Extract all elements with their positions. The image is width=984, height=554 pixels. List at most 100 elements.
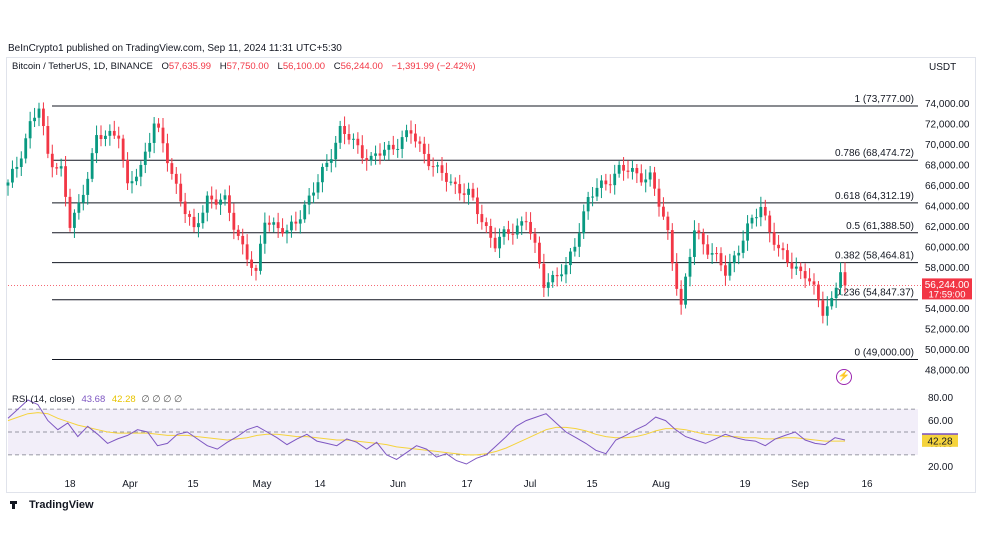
candle <box>112 120 116 140</box>
candle <box>445 162 448 192</box>
candle-body <box>701 232 705 245</box>
low-label: L <box>277 61 283 72</box>
candle-body <box>241 235 245 245</box>
candle-body <box>303 204 307 220</box>
candle-body <box>232 212 236 230</box>
time-tick-label: 19 <box>739 479 751 490</box>
candle <box>520 216 524 236</box>
candle-body <box>480 214 484 223</box>
candle <box>378 143 382 165</box>
candle-body <box>250 259 253 268</box>
candle-body <box>108 130 112 136</box>
candle <box>174 167 178 194</box>
candle-body <box>245 244 249 260</box>
open-value: 57,635.99 <box>168 61 212 72</box>
candle <box>219 193 222 215</box>
candle-body <box>821 300 825 316</box>
candle <box>24 133 28 164</box>
candle-body <box>684 276 687 305</box>
candle-body <box>515 225 519 235</box>
candle <box>365 149 369 171</box>
candle-body <box>467 188 470 195</box>
candle-body <box>657 188 661 207</box>
candle <box>334 135 338 168</box>
candle <box>480 204 484 230</box>
candle <box>329 149 333 173</box>
time-tick-label: 17 <box>461 479 473 490</box>
candle-body <box>201 212 205 224</box>
candle-body <box>276 222 280 229</box>
candle-body <box>520 221 524 226</box>
price-axis[interactable]: 74,000.00 72,000.00 70,000.00 68,000.00 66,0… <box>925 99 970 376</box>
candle-body <box>803 271 807 279</box>
candle-body <box>161 127 165 144</box>
candle-body <box>471 188 475 198</box>
candle-body <box>755 217 758 219</box>
candle <box>37 102 41 127</box>
tradingview-icon <box>10 500 24 510</box>
candle-body <box>99 135 103 140</box>
candle <box>484 217 488 233</box>
price-tick-label: 72,000.00 <box>925 120 970 131</box>
candle <box>639 164 643 186</box>
candle-body <box>139 164 143 177</box>
price-tick-label: 70,000.00 <box>925 140 970 151</box>
candle-body <box>236 229 240 236</box>
candle <box>808 268 811 286</box>
candle <box>396 138 400 158</box>
candle <box>139 161 143 187</box>
candle-body <box>728 263 732 276</box>
time-axis[interactable]: 18 Apr 15 May 14 Jun 17 Jul 15 Aug 19 Sep 16 <box>64 479 873 490</box>
price-tick-label: 66,000.00 <box>925 181 970 192</box>
candle-body <box>135 176 138 182</box>
candle <box>502 226 506 245</box>
candle-body <box>555 274 559 277</box>
candle <box>347 124 351 145</box>
candle <box>166 133 169 172</box>
candle <box>670 223 674 271</box>
candle-body <box>843 272 847 286</box>
candle-body <box>152 123 156 143</box>
candle-body <box>746 223 749 241</box>
candle-body <box>431 166 435 168</box>
candle-body <box>179 183 183 202</box>
candle-body <box>529 221 532 234</box>
candle-body <box>414 133 417 142</box>
rsi-title[interactable]: RSI (14, close) <box>12 394 75 405</box>
candle <box>803 263 807 288</box>
candle-body <box>347 133 351 140</box>
candle <box>223 189 227 206</box>
candle <box>205 191 209 222</box>
candle <box>352 133 355 149</box>
candle <box>59 158 63 177</box>
rsi-ma-value-tag-bg <box>922 434 958 447</box>
fibonacci-retracement[interactable]: 1 (73,777.00) 0.786 (68,474.72) 0.618 (64,… <box>8 94 922 361</box>
candle-body <box>391 144 395 150</box>
candle <box>356 132 360 154</box>
candle <box>768 210 772 243</box>
bolt-icon[interactable]: ⚡ <box>836 369 852 385</box>
symbol-label[interactable]: Bitcoin / TetherUS, 1D, BINANCE <box>12 61 153 72</box>
candle <box>493 227 497 253</box>
candle <box>821 291 825 324</box>
candle <box>834 282 838 308</box>
candle-body <box>285 230 289 234</box>
candle <box>679 280 683 315</box>
candle <box>772 222 776 251</box>
fib-label: 0 (49,000.00) <box>855 348 915 359</box>
candle-body <box>422 143 426 154</box>
candle <box>152 117 156 154</box>
candle <box>436 161 439 174</box>
candle-body <box>635 167 639 174</box>
candle-body <box>582 211 586 234</box>
candle <box>595 178 599 202</box>
candle <box>369 152 373 166</box>
candle-body <box>546 282 550 288</box>
candle-body <box>298 219 302 224</box>
open-label: O <box>161 61 169 72</box>
price-tick-label: 58,000.00 <box>925 263 970 274</box>
candle <box>360 135 364 164</box>
rsi-tick-label: 80.00 <box>928 393 953 404</box>
candle-body <box>400 137 404 149</box>
